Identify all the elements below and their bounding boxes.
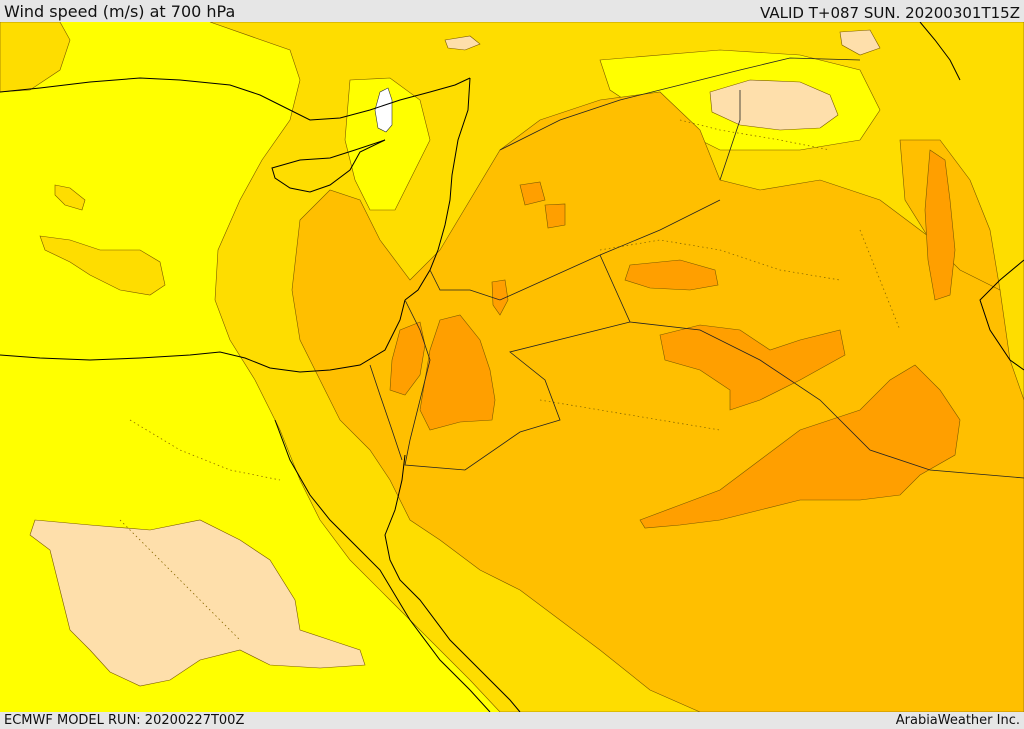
field-very-low-turkey [374, 87, 393, 133]
map-title: Wind speed (m/s) at 700 hPa [4, 2, 236, 21]
field-very-high-blob-3 [491, 279, 509, 316]
field-low-blob-2 [839, 29, 881, 56]
field-low-blob-1 [444, 35, 481, 51]
wind-speed-map[interactable] [0, 22, 1024, 712]
field-elevated-nw [0, 22, 71, 93]
footer-bar: ECMWF MODEL RUN: 20200227T00Z ArabiaWeat… [0, 712, 1024, 729]
field-low-egypt [29, 519, 366, 687]
field-very-high-iraq [624, 259, 719, 291]
model-run: ECMWF MODEL RUN: 20200227T00Z [4, 713, 245, 728]
valid-time: VALID T+087 SUN. 20200301T15Z [760, 4, 1020, 22]
field-very-high-zagros [924, 149, 956, 301]
field-low-north-iraq [709, 79, 839, 131]
coastlines [0, 22, 1024, 712]
field-very-high-west [389, 321, 426, 396]
field-very-high-jordan [419, 314, 496, 431]
minor-contours [119, 119, 901, 641]
field-very-high-south [639, 364, 961, 529]
field-very-high-blob-2 [544, 203, 566, 229]
credit: ArabiaWeather Inc. [895, 713, 1020, 728]
field-elevated-blob-1 [39, 235, 166, 296]
header-bar: Wind speed (m/s) at 700 hPa VALID T+087 … [0, 0, 1024, 22]
borders [369, 57, 1024, 479]
field-very-high-blob-1 [519, 181, 546, 206]
field-very-high-central [659, 324, 846, 411]
field-elevated-blob-2 [54, 184, 86, 211]
